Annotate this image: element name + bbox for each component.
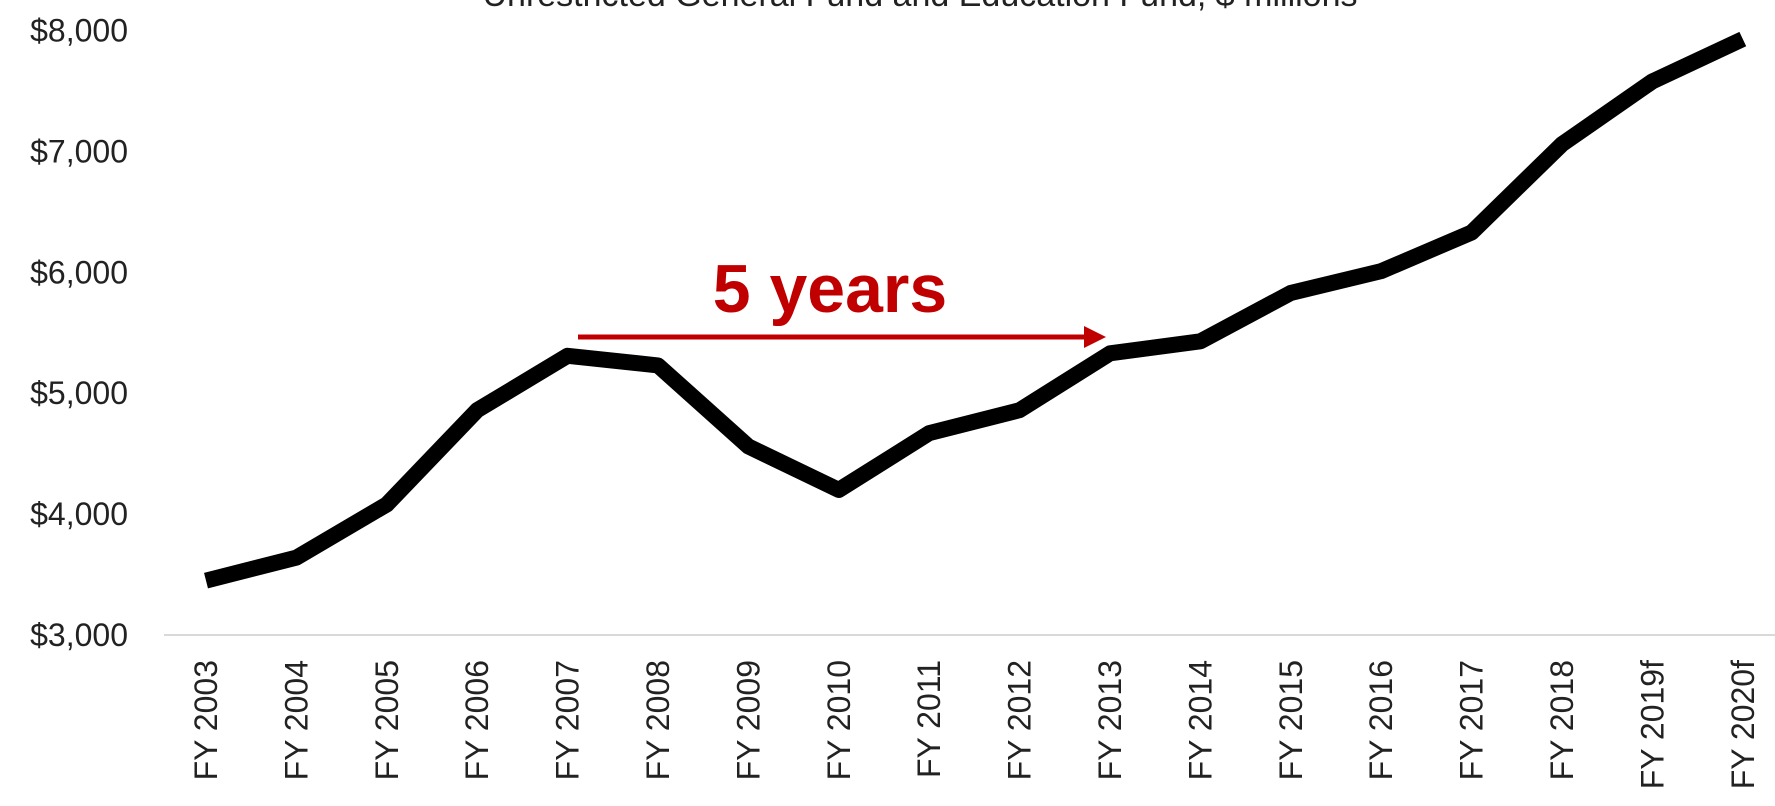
x-tick-label: FY 2007: [550, 660, 586, 780]
x-tick-label: FY 2003: [188, 660, 224, 780]
y-tick-label: $4,000: [30, 496, 128, 532]
x-tick-label: FY 2015: [1273, 660, 1309, 780]
annotation-arrow: [578, 326, 1106, 348]
x-tick-label: FY 2019f: [1634, 660, 1670, 789]
y-tick-label: $3,000: [30, 617, 128, 653]
line-series: [204, 31, 1747, 589]
x-tick-label: FY 2020f: [1725, 660, 1761, 789]
x-tick-label: FY 2010: [821, 660, 857, 780]
x-tick-label: FY 2017: [1454, 660, 1490, 780]
y-tick-label: $8,000: [30, 13, 128, 49]
arrow-head: [1084, 326, 1106, 348]
x-tick-label: FY 2004: [278, 660, 314, 780]
annotation: 5 years: [713, 251, 947, 327]
chart-title: Unrestricted General Fund and Education …: [482, 0, 1357, 14]
y-tick-label: $7,000: [30, 133, 128, 169]
x-tick-label: FY 2016: [1363, 660, 1399, 780]
y-tick-label: $6,000: [30, 254, 128, 290]
x-tick-label: FY 2014: [1182, 660, 1218, 780]
x-tick-label: FY 2018: [1544, 660, 1580, 780]
x-tick-label: FY 2013: [1092, 660, 1128, 780]
x-tick-label: FY 2012: [1002, 660, 1038, 780]
x-tick-label: FY 2006: [459, 660, 495, 780]
x-tick-label: FY 2009: [730, 660, 766, 780]
x-tick-label: FY 2011: [911, 660, 947, 778]
x-tick-label: FY 2008: [640, 660, 676, 780]
y-tick-label: $5,000: [30, 375, 128, 411]
x-tick-label: FY 2005: [369, 660, 405, 780]
